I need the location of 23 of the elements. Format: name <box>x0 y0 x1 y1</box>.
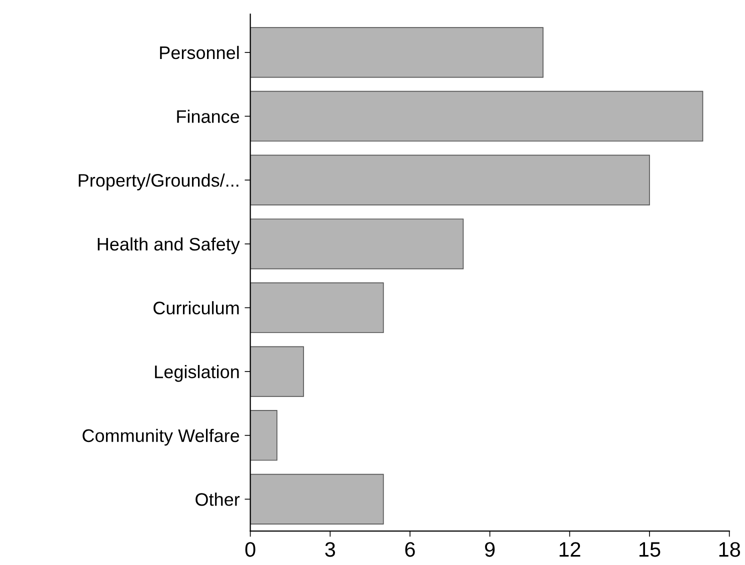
y-tick-label: Community Welfare <box>82 428 240 446</box>
x-tick-label: 15 <box>640 542 660 557</box>
y-tick-label: Health and Safety <box>98 237 240 254</box>
y-tick-label: Curriculum <box>154 301 239 314</box>
bar <box>250 27 544 78</box>
bar <box>250 282 384 334</box>
bar <box>250 154 650 206</box>
x-tick-label: 0 <box>245 542 256 557</box>
x-tick-label: 18 <box>719 542 740 557</box>
y-tick-label: Legislation <box>155 365 239 382</box>
y-tick-label: Personnel <box>160 46 239 60</box>
y-tick-label: Property/Grounds/... <box>78 174 238 190</box>
bar <box>250 346 304 397</box>
y-tick-label: Finance <box>177 110 240 123</box>
bar <box>250 218 464 270</box>
x-tick-label: 9 <box>485 542 495 557</box>
bar <box>250 474 384 524</box>
x-tick-label: 6 <box>405 542 415 557</box>
x-tick-label: 3 <box>325 542 336 557</box>
bar <box>250 90 704 142</box>
y-tick-label: Other <box>196 492 240 506</box>
x-tick-label: 12 <box>560 542 580 557</box>
bar <box>250 410 278 461</box>
